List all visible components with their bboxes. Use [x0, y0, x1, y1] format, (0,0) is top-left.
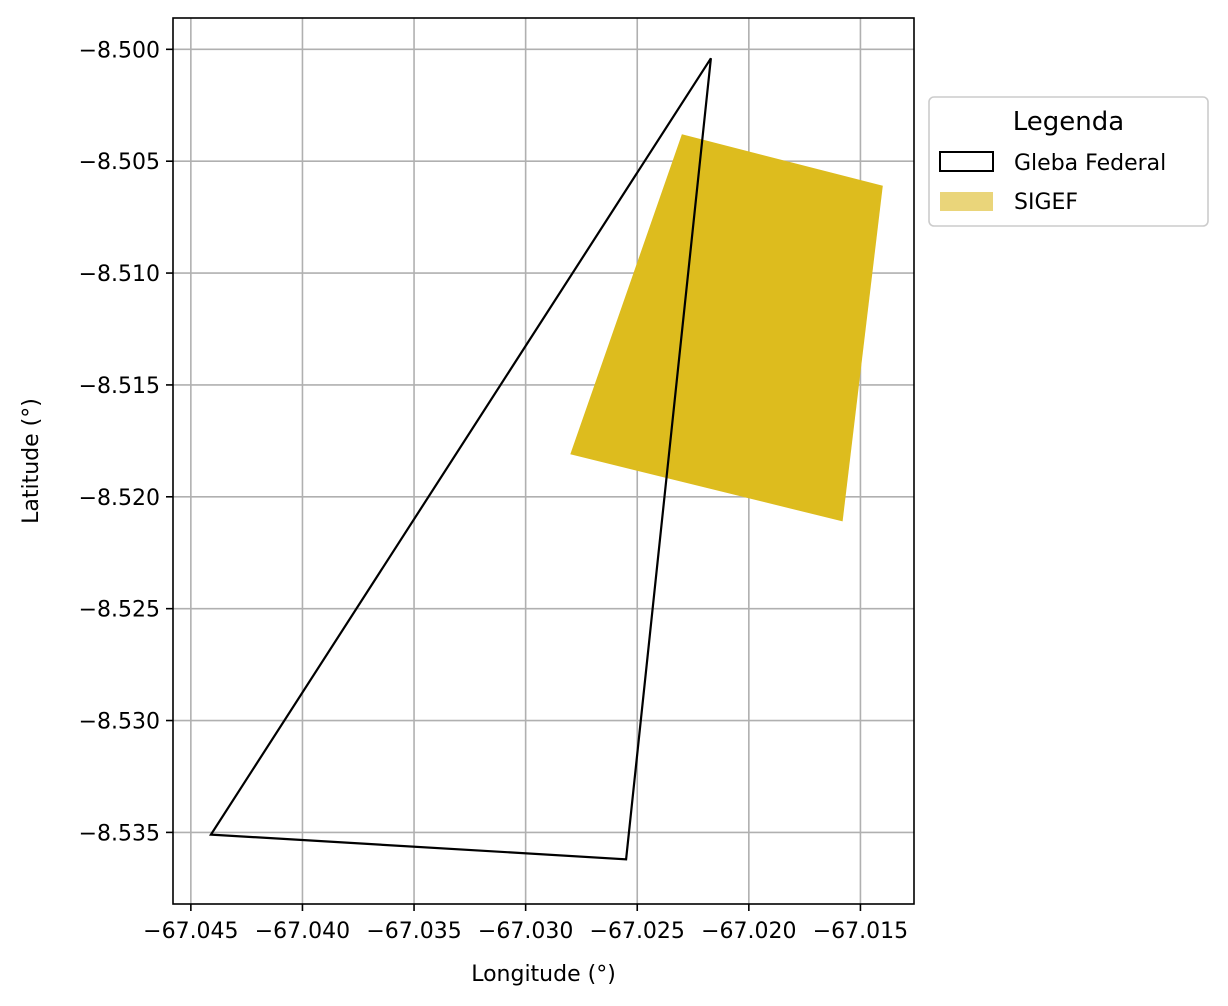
- legend-label-gleba-federal: Gleba Federal: [1014, 151, 1166, 176]
- plot-series: [211, 58, 883, 859]
- legend-title: Legenda: [1013, 107, 1124, 137]
- legend-swatch-sigef: [940, 192, 993, 211]
- y-tick-label: −8.505: [79, 150, 160, 175]
- y-tick-label: −8.525: [79, 598, 160, 623]
- x-tick-label: −67.040: [255, 919, 350, 944]
- legend: Legenda Gleba Federal SIGEF: [929, 97, 1208, 226]
- y-tick-label: −8.510: [79, 262, 160, 287]
- legend-label-sigef: SIGEF: [1014, 190, 1078, 215]
- y-axis-label: Latitude (°): [19, 398, 44, 524]
- y-tick-label: −8.530: [79, 710, 160, 735]
- x-tick-label: −67.025: [590, 919, 685, 944]
- x-tick-label: −67.045: [143, 919, 238, 944]
- polygon-sigef: [570, 134, 883, 521]
- x-tick-label: −67.015: [813, 919, 908, 944]
- x-axis-label: Longitude (°): [471, 962, 616, 987]
- x-tick-label: −67.020: [701, 919, 796, 944]
- y-tick-label: −8.515: [79, 374, 160, 399]
- x-tick-label: −67.030: [478, 919, 573, 944]
- y-tick-label: −8.535: [79, 821, 160, 846]
- y-tick-label: −8.520: [79, 486, 160, 511]
- x-tick-label: −67.035: [366, 919, 461, 944]
- y-tick-label: −8.500: [79, 38, 160, 63]
